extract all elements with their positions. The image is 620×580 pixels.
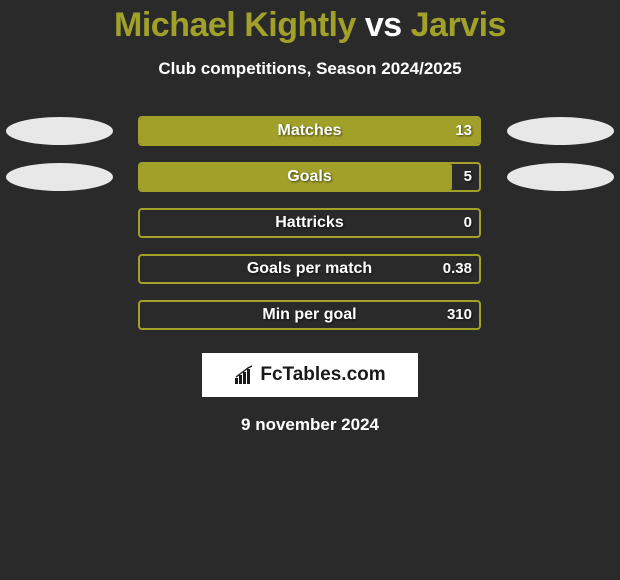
player2-name: Jarvis (411, 6, 506, 44)
stat-row: Hattricks0 (0, 201, 620, 247)
stat-row: Goals5 (0, 155, 620, 201)
bar-fill (140, 164, 452, 190)
logo: FcTables.com (234, 364, 385, 386)
bar-track (138, 116, 481, 146)
stat-row: Goals per match0.38 (0, 247, 620, 293)
stat-row: Matches13 (0, 109, 620, 155)
player2-marker (507, 163, 614, 191)
player1-marker (6, 163, 113, 191)
vs-text: vs (365, 6, 402, 44)
bar-track (138, 208, 481, 238)
bar-fill (140, 118, 479, 144)
player1-marker (6, 117, 113, 145)
logo-box: FcTables.com (202, 353, 418, 397)
player2-marker (507, 117, 614, 145)
container: Michael Kightly vs Jarvis Club competiti… (0, 0, 620, 435)
stats-rows: Matches13Goals5Hattricks0Goals per match… (0, 109, 620, 339)
bar-track (138, 300, 481, 330)
bar-chart-icon (234, 365, 256, 385)
player1-name: Michael Kightly (114, 6, 356, 44)
logo-text: FcTables.com (260, 364, 385, 386)
stat-row: Min per goal310 (0, 293, 620, 339)
date: 9 november 2024 (0, 415, 620, 435)
subtitle: Club competitions, Season 2024/2025 (0, 59, 620, 79)
page-title: Michael Kightly vs Jarvis (0, 6, 620, 45)
bar-track (138, 254, 481, 284)
bar-track (138, 162, 481, 192)
